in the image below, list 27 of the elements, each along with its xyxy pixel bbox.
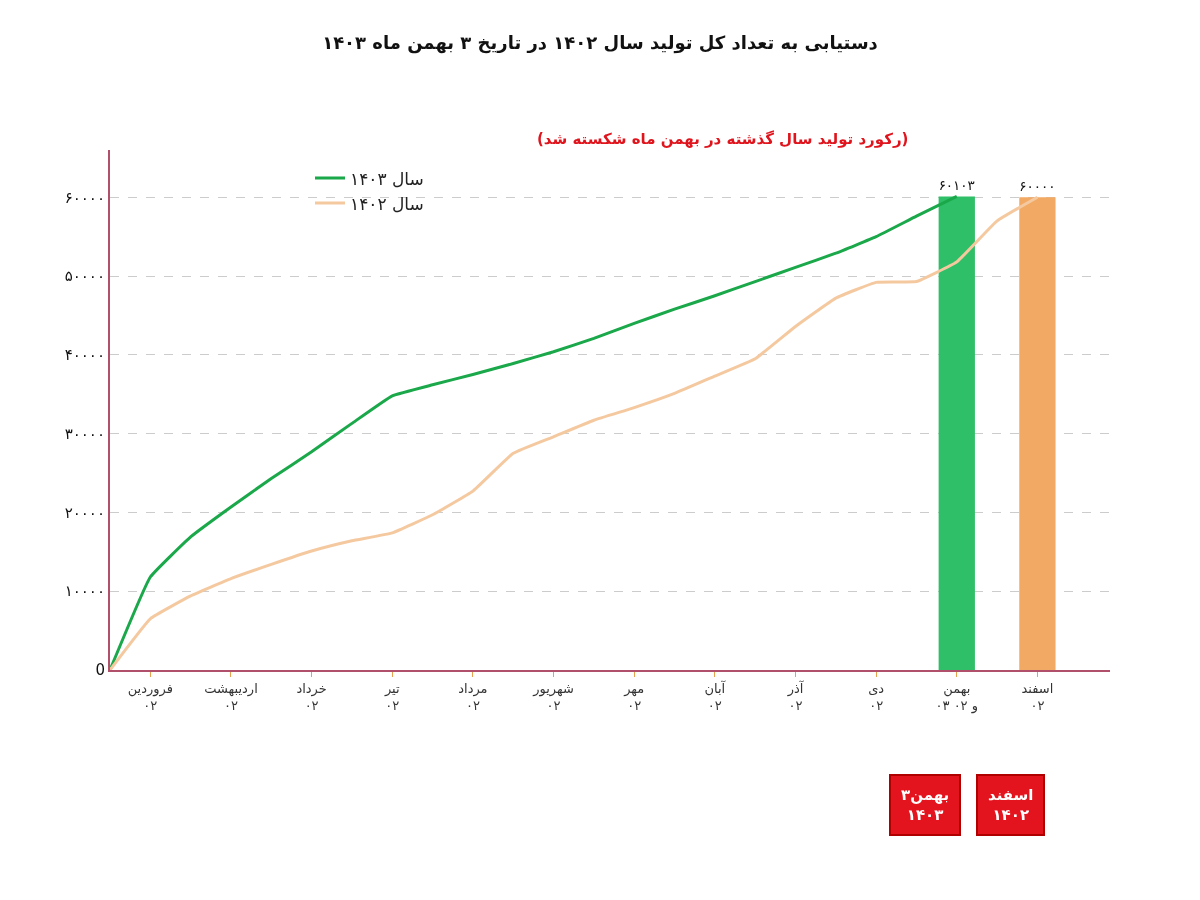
x-tick-label: تیر ۰۲ <box>383 680 400 713</box>
x-tick-label: دی ۰۲ <box>868 680 885 713</box>
y-tick-label: ۳۰۰۰۰ <box>64 424 105 443</box>
x-tick-label: بهمن ۰۳ و ۰۲ <box>935 680 979 714</box>
legend-label: سال ۱۴۰۳ <box>350 168 424 189</box>
y-tick-label: ۴۰۰۰۰ <box>64 346 105 365</box>
x-tick-label: فروردین ۰۲ <box>127 680 173 713</box>
text: اسفند ۱۴۰۲ <box>988 786 1034 824</box>
data-label: ۶۰۰۰۰ <box>1019 177 1056 194</box>
y-tick-label: 0 <box>95 661 105 680</box>
data-label: ۶۰۱۰۳ <box>938 178 975 194</box>
x-tick-label: آبان ۰۲ <box>704 679 727 713</box>
x-tick-label: اسفند ۰۲ <box>1021 680 1054 713</box>
chart-title: دستیابی به تعداد کل تولید سال ۱۴۰۲ در تاریخ ۳ بهمن ماه ۱۴۰۳ <box>322 31 878 54</box>
x-tick-label: اردیبهشت ۰۲ <box>204 680 258 713</box>
y-tick-label: ۵۰۰۰۰ <box>64 267 105 286</box>
x-tick-label: مرداد ۰۲ <box>458 680 488 713</box>
text: ۳بهمن ۱۴۰۳ <box>901 786 950 824</box>
text: (رکورد تولید سال گذشته در بهمن ماه شکسته شد) <box>537 130 909 148</box>
y-tick-label: ۲۰۰۰۰ <box>64 503 105 522</box>
legend-label: سال ۱۴۰۲ <box>350 193 424 214</box>
x-tick-label: خرداد ۰۲ <box>296 680 327 713</box>
x-tick-label: مهر ۰۲ <box>623 680 645 713</box>
x-tick-label: آذر ۰۲ <box>786 679 805 713</box>
y-tick-label: ۶۰۰۰۰ <box>64 188 105 207</box>
x-tick-label: شهریور ۰۲ <box>532 680 574 713</box>
y-tick-label: ۱۰۰۰۰ <box>64 582 105 601</box>
